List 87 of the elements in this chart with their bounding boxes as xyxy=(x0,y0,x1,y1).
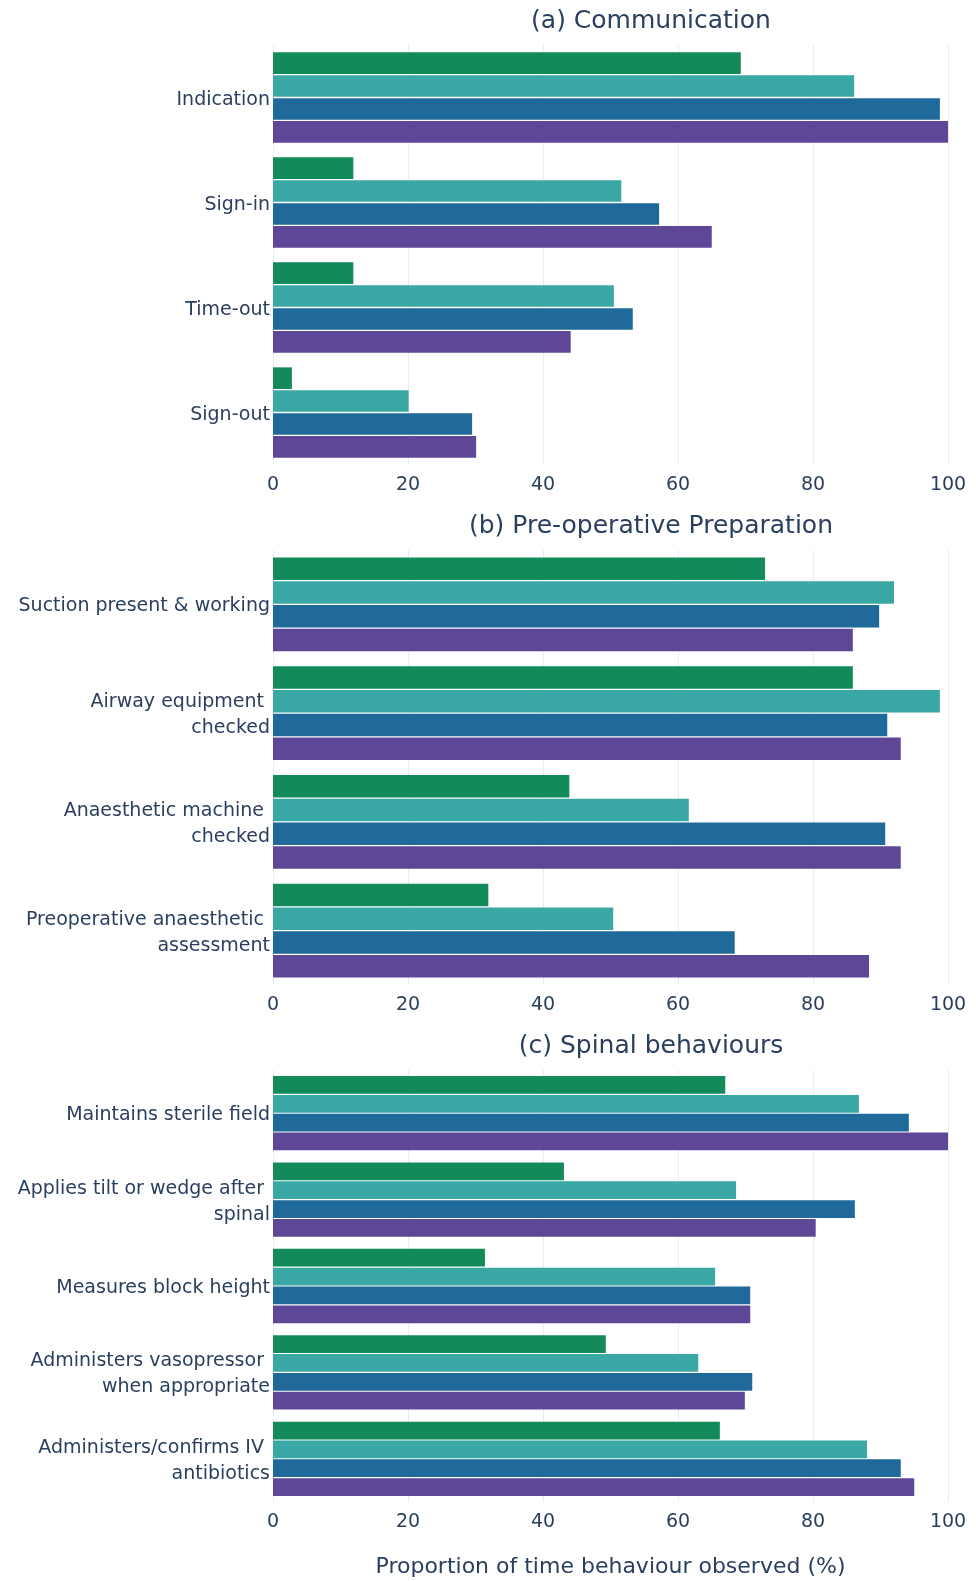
bar xyxy=(273,1113,909,1132)
x-tick-label: 0 xyxy=(266,991,280,1014)
chart-title: (a) Communication xyxy=(531,5,771,34)
bar xyxy=(273,121,948,143)
bar xyxy=(273,1459,901,1478)
bar xyxy=(273,390,409,412)
bar xyxy=(273,1162,564,1181)
bar xyxy=(273,1267,716,1286)
bar xyxy=(273,1076,726,1094)
bar xyxy=(273,1286,751,1305)
y-tick-label: Administers/confirms IV antibiotics xyxy=(38,1434,270,1483)
y-tick-label: Airway equipment checked xyxy=(90,689,270,738)
chart-title: (c) Spinal behaviours xyxy=(518,1030,784,1059)
y-tick-label: Measures block height xyxy=(56,1275,270,1297)
bar xyxy=(273,1354,699,1372)
bar xyxy=(273,1372,753,1391)
x-tick-label: 80 xyxy=(800,471,826,494)
y-tick-label: Suction present & working xyxy=(18,593,270,616)
x-tick-label: 100 xyxy=(929,991,967,1014)
y-tick-label: Sign-out xyxy=(190,401,270,424)
bar xyxy=(273,581,894,604)
bar xyxy=(273,846,901,869)
x-tick-label: 40 xyxy=(530,1508,556,1531)
bar xyxy=(273,1335,606,1354)
bar xyxy=(273,1421,720,1440)
bar xyxy=(273,1391,745,1410)
bar xyxy=(273,1305,751,1324)
x-tick-label: 20 xyxy=(395,471,421,494)
y-tick-label: Anaesthetic machine checked xyxy=(63,797,270,846)
y-tick-label: Preoperative anaesthetic assessment xyxy=(25,906,270,955)
bar xyxy=(273,955,870,978)
x-tick-label: 0 xyxy=(266,1508,280,1531)
bar xyxy=(273,822,886,845)
y-tick-label: Indication xyxy=(176,86,270,109)
y-tick-label: Applies tilt or wedge after spinal xyxy=(17,1175,270,1224)
bar xyxy=(273,203,660,225)
bar xyxy=(273,413,473,435)
y-tick-label: Maintains sterile field xyxy=(66,1102,270,1125)
x-tick-label: 0 xyxy=(266,471,280,494)
y-tick-label: Administers vasopressor when appropriate xyxy=(30,1348,270,1397)
bar xyxy=(273,737,901,760)
x-tick-label: 40 xyxy=(530,471,556,494)
x-tick-label: 40 xyxy=(530,991,556,1014)
bar xyxy=(273,1132,948,1151)
x-tick-label: 60 xyxy=(665,1508,691,1531)
x-tick-label: 20 xyxy=(395,991,421,1014)
x-tick-label: 80 xyxy=(800,991,826,1014)
bar xyxy=(273,180,622,202)
bar xyxy=(273,775,570,798)
y-tick-label: Sign-in xyxy=(204,191,270,214)
bar xyxy=(273,605,880,628)
x-tick-label: 100 xyxy=(929,471,967,494)
bar xyxy=(273,1181,737,1200)
bar xyxy=(273,798,689,822)
bar xyxy=(273,690,940,713)
bar xyxy=(273,98,940,120)
bar xyxy=(273,157,354,179)
bar xyxy=(273,331,571,353)
bar xyxy=(273,907,614,930)
x-tick-label: 20 xyxy=(395,1508,421,1531)
bar xyxy=(273,1440,867,1459)
x-tick-label: 60 xyxy=(665,991,691,1014)
x-axis-title: Proportion of time behaviour observed (%) xyxy=(375,1552,846,1578)
bar xyxy=(273,1478,915,1496)
bar xyxy=(273,628,853,652)
bar xyxy=(273,226,712,248)
bar xyxy=(273,1248,485,1267)
bar xyxy=(273,436,477,458)
bar xyxy=(273,75,855,97)
y-tick-label: Time-out xyxy=(184,296,270,319)
bar xyxy=(273,52,741,74)
x-tick-label: 80 xyxy=(800,1508,826,1531)
x-tick-label: 100 xyxy=(929,1508,967,1531)
bar xyxy=(273,883,489,907)
bar xyxy=(273,666,853,689)
bar xyxy=(273,713,888,737)
bar xyxy=(273,367,292,389)
x-tick-label: 60 xyxy=(665,471,691,494)
bar xyxy=(273,1218,816,1237)
bar xyxy=(273,557,766,580)
bar xyxy=(273,931,735,954)
bar xyxy=(273,285,614,307)
bar xyxy=(273,308,633,330)
bar xyxy=(273,262,354,284)
bar xyxy=(273,1094,859,1113)
chart-title: (b) Pre-operative Preparation xyxy=(469,510,833,539)
bar xyxy=(273,1200,855,1218)
